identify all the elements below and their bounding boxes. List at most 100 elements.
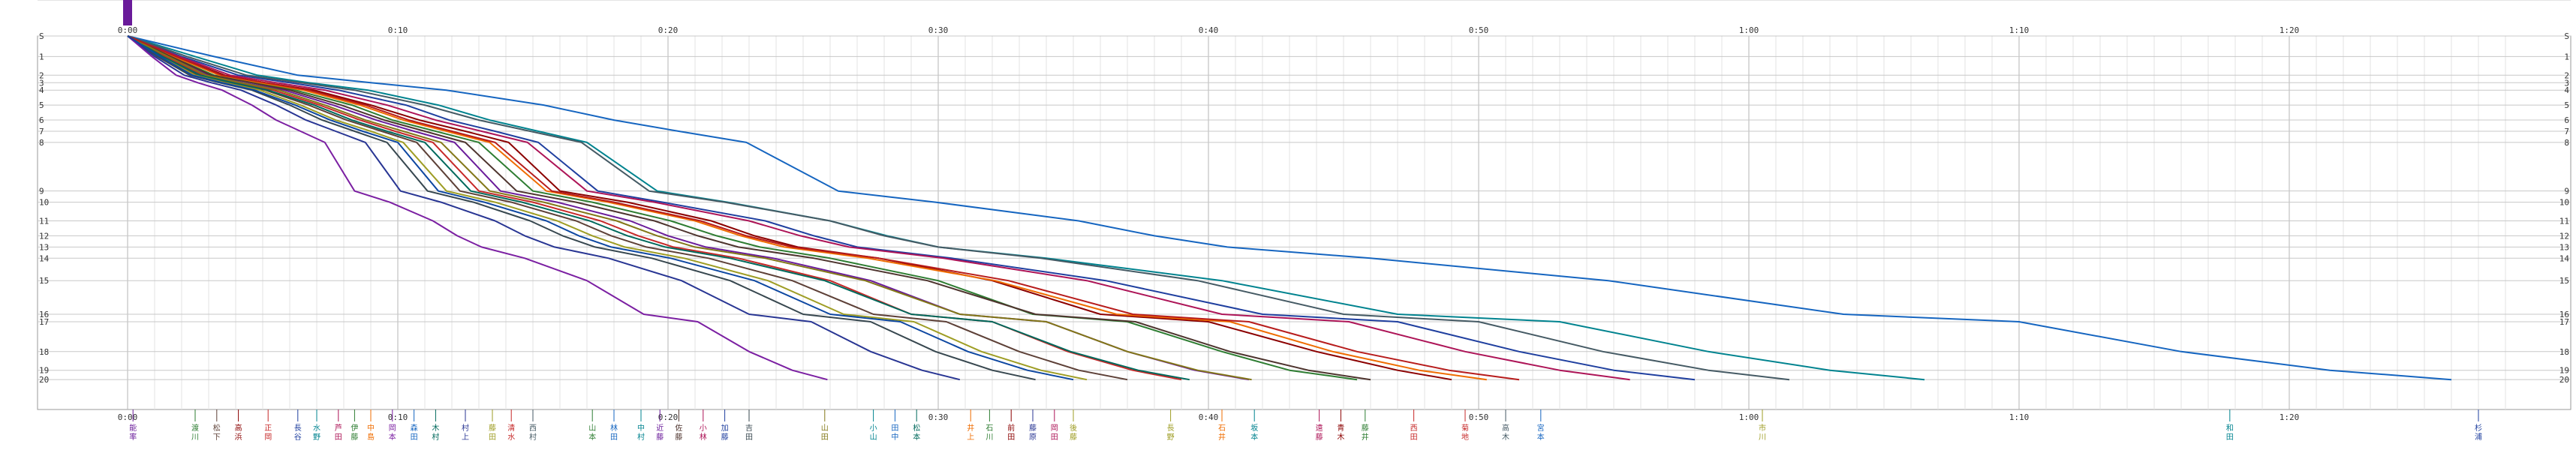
finish-runner-label: 長	[294, 424, 302, 433]
series-line	[127, 35, 961, 381]
finish-runner-label: 加	[721, 424, 729, 433]
control-label-left: 16	[39, 310, 49, 320]
finish-runner-label: 水	[313, 424, 320, 433]
finish-runner-label: 谷	[294, 433, 302, 442]
control-label-right: 10	[2559, 198, 2569, 208]
control-label-right: 5	[2564, 100, 2569, 110]
finish-runner-label: 山	[870, 433, 877, 442]
finish-runner-label: 田	[411, 434, 418, 442]
finish-runner-label: 松	[913, 423, 920, 433]
control-label-right: 12	[2559, 231, 2569, 241]
control-label-right: 17	[2559, 317, 2569, 327]
finish-runner-label: 岡	[264, 433, 272, 442]
control-label-left: 6	[39, 116, 44, 125]
control-label-right: F	[2564, 0, 2569, 2]
control-label-left: 17	[39, 317, 49, 327]
control-label-right: 15	[2559, 276, 2569, 286]
finish-runner-label: 岡	[389, 424, 396, 433]
finish-runner-label: 上	[462, 433, 469, 442]
finish-runner-label: 清	[507, 423, 515, 433]
finish-runner-label: 田	[891, 424, 898, 433]
finish-runner-label: 野	[313, 433, 320, 442]
series-line	[127, 35, 1088, 381]
control-label-left: 19	[39, 366, 49, 376]
finish-runner-label: 石	[986, 424, 993, 433]
finish-runner-label: 高	[235, 423, 242, 433]
x-tick-label-top: 0:20	[658, 26, 679, 35]
finish-runner-label: 宮	[1537, 423, 1545, 433]
control-label-left: 3	[39, 78, 44, 88]
finish-runner-label: 田	[821, 434, 829, 442]
control-label-right: 8	[2564, 138, 2569, 148]
x-tick-label-bottom: 1:20	[2280, 412, 2300, 422]
x-tick-label-bottom: 1:00	[1739, 412, 1759, 422]
control-label-right: 4	[2564, 86, 2569, 95]
x-tick-label-top: 0:30	[928, 26, 949, 35]
control-label-right: 20	[2559, 375, 2569, 385]
control-label-right: 3	[2564, 78, 2569, 88]
finish-runner-label: 藤	[489, 424, 496, 433]
grid-layer	[37, 0, 2571, 410]
finish-runner-label: 浜	[235, 433, 242, 442]
finish-runner-label: 長	[1167, 424, 1175, 433]
finish-runner-label: 後	[1070, 423, 1077, 433]
finish-runner-label: 田	[335, 434, 342, 442]
finish-runner-label: 伊	[351, 424, 358, 433]
finish-runner-label: 青	[1337, 423, 1344, 433]
finish-runner-label: 田	[1051, 434, 1058, 442]
finish-runner-label: 渡	[191, 423, 199, 433]
finish-runner-label: 杉	[2475, 423, 2482, 433]
finish-runner-label: 村	[529, 432, 537, 442]
finish-runner-label: 山	[821, 424, 829, 433]
finish-runner-label: 小	[870, 424, 877, 433]
control-label-left: 20	[39, 375, 49, 385]
x-tick-label-top: 0:50	[1469, 26, 1489, 35]
x-tick-label-top: 0:00	[118, 26, 138, 35]
x-tick-label-bottom: 0:30	[928, 412, 949, 422]
finish-runner-label: 市	[1759, 423, 1766, 433]
control-label-right: 1	[2564, 52, 2569, 62]
finish-runner-label: 小	[700, 424, 707, 433]
finish-runner-label: 西	[529, 424, 537, 433]
finish-runner-label: 藤	[656, 433, 664, 442]
series-line	[127, 35, 1520, 381]
finish-runner-label: 中	[637, 423, 645, 433]
finish-runner-label: 藤	[1316, 433, 1323, 442]
finish-runner-label: 西	[1410, 424, 1418, 433]
series-line	[127, 35, 2452, 381]
series-line	[127, 35, 1371, 381]
finish-runner-label: 藤	[721, 433, 729, 442]
control-label-right: 2	[2564, 70, 2569, 80]
finish-runner-label: 吉	[745, 424, 753, 433]
finish-runner-label: 本	[1537, 432, 1545, 442]
finish-runner-label: 村	[637, 432, 645, 442]
control-label-right: S	[2564, 32, 2569, 41]
series-line	[127, 35, 1630, 381]
x-tick-label-top: 0:10	[388, 26, 408, 35]
control-label-right: 14	[2559, 254, 2570, 263]
finish-runner-label: 岡	[1051, 424, 1058, 433]
x-tick-label-bottom: 0:00	[118, 412, 138, 422]
series-line	[127, 35, 1074, 381]
finish-runner-label: 山	[588, 424, 596, 433]
finish-runner-label: 林	[610, 423, 618, 433]
control-label-left: 12	[39, 231, 49, 241]
x-tick-label-bottom: 1:10	[2009, 412, 2030, 422]
finish-runner-label: 地	[1461, 432, 1469, 442]
finish-runner-label: 浦	[2475, 432, 2482, 442]
control-label-left: 13	[39, 242, 49, 252]
series-line	[127, 35, 1487, 381]
finish-runner-label: 井	[967, 423, 974, 433]
finish-runner-label: 田	[745, 434, 753, 442]
finish-runner-label: 井	[1362, 432, 1369, 442]
x-tick-label-top: 1:10	[2009, 26, 2030, 35]
control-label-left: 5	[39, 100, 44, 110]
finish-runner-label: 藤	[675, 433, 682, 442]
control-label-right: 6	[2564, 116, 2569, 125]
x-tick-label-bottom: 0:50	[1469, 412, 1489, 422]
start-marker	[123, 0, 132, 26]
x-tick-label-top: 0:40	[1199, 26, 1219, 35]
x-tick-label-top: 1:00	[1739, 26, 1759, 35]
